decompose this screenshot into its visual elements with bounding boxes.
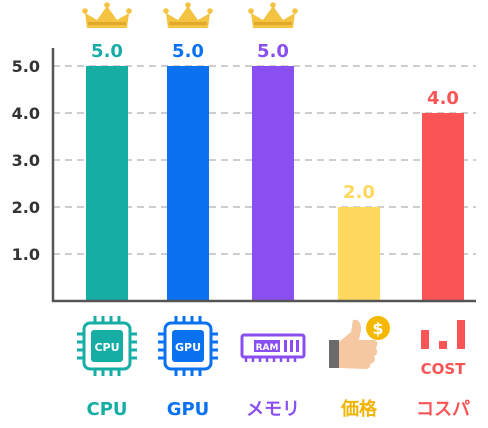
data-label: 2.0: [343, 182, 375, 203]
bar: [86, 66, 128, 301]
category-label: 価格: [340, 398, 378, 420]
bars: [86, 66, 464, 301]
grid-lines: [53, 65, 476, 255]
y-tick-label: 2.0: [12, 198, 40, 217]
gpu-icon: GPU: [158, 316, 218, 376]
crown-icon: [163, 2, 213, 28]
cost-bar-icon: COST: [421, 320, 467, 378]
value-labels: 5.0 5.0 5.0 2.0 4.0: [91, 41, 459, 203]
data-label: 5.0: [257, 41, 289, 62]
category-label: GPU: [167, 399, 210, 420]
y-tick-label: 5.0: [12, 57, 40, 76]
icon-text: COST: [421, 360, 467, 378]
icon-text: CPU: [94, 341, 119, 354]
bar: [338, 207, 380, 301]
category-label: CPU: [86, 399, 127, 420]
data-label: 4.0: [427, 88, 459, 109]
icon-text: RAM: [256, 343, 279, 353]
y-tick-labels: 1.0 2.0 3.0 4.0 5.0: [12, 57, 40, 264]
crown-icon: [248, 2, 298, 28]
data-label: 5.0: [172, 41, 204, 62]
y-tick-label: 1.0: [12, 245, 40, 264]
y-tick-label: 3.0: [12, 151, 40, 170]
category-icons: CPU GPU RAM $ COST: [77, 316, 466, 378]
bar: [422, 113, 464, 301]
axes: [51, 48, 476, 303]
crowns: [82, 2, 298, 28]
category-label: メモリ: [246, 399, 300, 420]
icon-text: GPU: [175, 341, 201, 354]
y-tick-label: 4.0: [12, 104, 40, 123]
icon-text: $: [372, 319, 383, 338]
ram-icon: RAM: [240, 333, 306, 362]
crown-icon: [82, 2, 132, 28]
category-labels: CPU GPU メモリ 価格 コスパ: [86, 398, 470, 420]
price-thumbs-up-icon: $: [329, 316, 390, 369]
category-label: コスパ: [416, 399, 470, 420]
bar: [167, 66, 209, 301]
cpu-icon: CPU: [77, 316, 137, 376]
bar: [252, 66, 294, 301]
data-label: 5.0: [91, 41, 123, 62]
